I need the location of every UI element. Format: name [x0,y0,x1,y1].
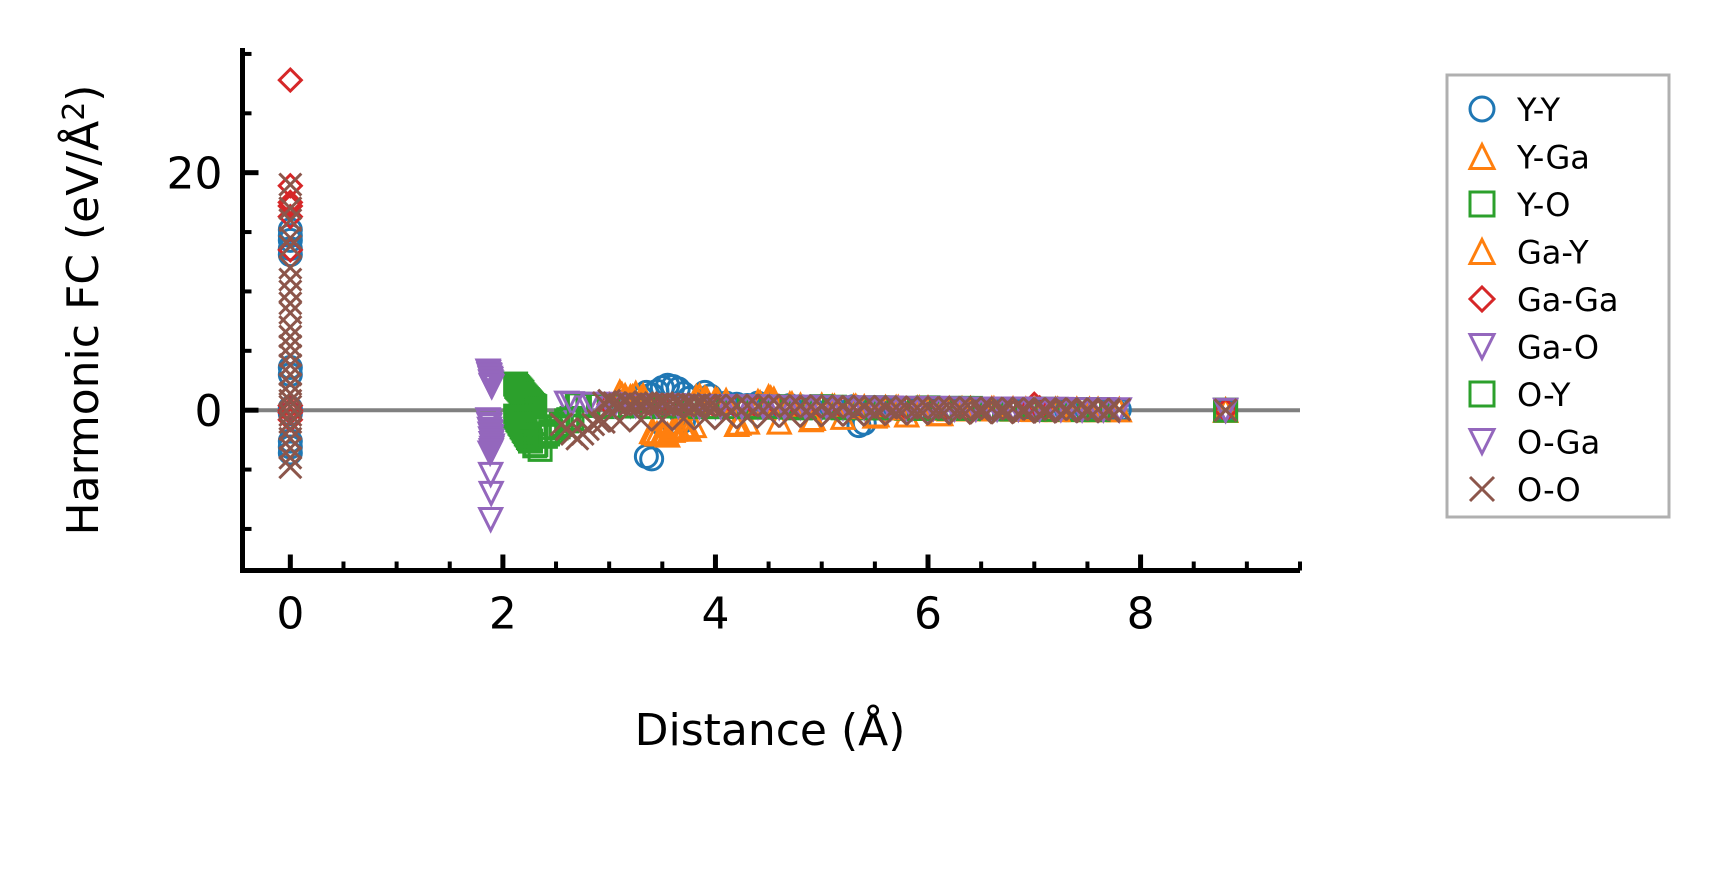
y-axis-tick-labels: 0 20 [167,149,223,438]
x-tick-label: 4 [701,589,729,640]
plot-background [240,48,1300,573]
legend-label-y-o: Y-O [1516,186,1570,224]
legend-marker-y-o [1468,190,1496,218]
legend-marker-ga-o [1467,333,1497,362]
legend-label-o-o: O-O [1517,471,1581,509]
y-tick-label: 20 [167,149,223,200]
legend-label-y-ga: Y-Ga [1516,139,1590,177]
legend-label-o-y: O-Y [1517,376,1571,414]
y-tick-label: 0 [195,386,223,437]
legend-label-ga-y: Ga-Y [1517,234,1589,272]
y-axis-ticks [242,51,259,531]
legend-marker-ga-y [1467,236,1497,265]
series-o-o [278,172,1238,480]
legend-label-y-y: Y-Y [1516,91,1561,129]
x-axis-label: Distance (Å) [635,703,906,756]
legend: Y-Y Y-Ga Y-O Ga-Y Ga-Ga Ga-O O-Y O-Ga O-O [1445,73,1671,519]
legend-label-ga-ga: Ga-Ga [1517,281,1619,319]
legend-label-o-ga: O-Ga [1517,424,1600,462]
y-axis-label: Harmonic FC (eV/Å2) [56,85,109,536]
legend-marker-ga-ga [1467,284,1497,314]
x-tick-label: 2 [489,589,517,640]
x-axis-ticks [287,554,1302,571]
x-axis-tick-labels: 0 2 4 6 8 [276,589,1154,640]
x-tick-label: 6 [914,589,942,640]
data-points-layer [277,66,1240,534]
legend-marker-o-o [1468,475,1496,503]
legend-marker-o-ga [1467,428,1497,457]
legend-marker-y-ga [1467,141,1497,170]
legend-marker-y-y [1468,95,1496,123]
legend-marker-o-y [1468,380,1496,408]
x-tick-label: 8 [1127,589,1155,640]
x-tick-label: 0 [276,589,304,640]
legend-label-ga-o: Ga-O [1517,329,1599,367]
